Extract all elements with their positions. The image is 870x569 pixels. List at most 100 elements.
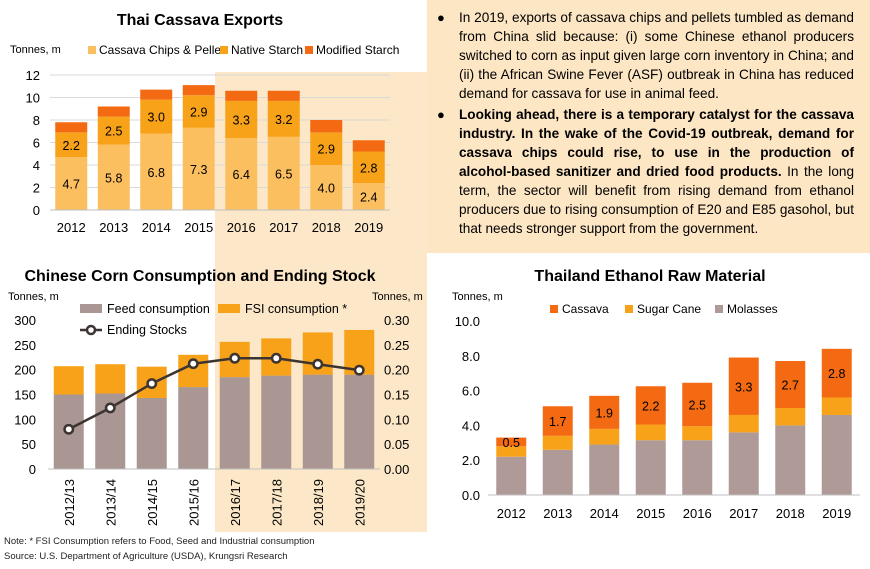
bar-segment: [496, 437, 527, 447]
legend-label: Cassava: [562, 302, 609, 316]
bar-segment: [589, 395, 620, 429]
data-label: 4.0: [318, 182, 335, 196]
x-tick-label: 2016: [683, 506, 712, 521]
legend-swatch: [715, 305, 723, 313]
bar-segment: [310, 132, 343, 165]
y-tick-label: 0: [33, 203, 40, 218]
data-label: 0.5: [503, 436, 520, 450]
chart1-title: Thai Cassava Exports: [116, 12, 284, 29]
x-tick-label: 2016/17: [228, 479, 243, 526]
legend-swatch: [550, 305, 558, 313]
bar-segment: [219, 377, 250, 469]
ending-stocks-point: [146, 378, 158, 390]
bar-segment: [728, 432, 759, 495]
x-tick-label: 2018: [776, 506, 805, 521]
bar-segment: [140, 133, 173, 210]
data-label: 5.8: [105, 171, 122, 185]
ending-stocks-point: [229, 352, 241, 364]
bar-segment: [267, 100, 300, 137]
x-tick-label: 2014: [142, 220, 171, 235]
x-tick-label: 2013/14: [103, 479, 118, 526]
data-label: 2.2: [642, 399, 659, 413]
data-label: 3.0: [148, 111, 165, 125]
bar-segment: [682, 440, 713, 495]
ending-stocks-point: [104, 402, 116, 414]
x-tick-label: 2016: [227, 220, 256, 235]
chart2-title: Chinese Corn Consumption and Ending Stoc…: [24, 268, 376, 285]
legend-marker: [85, 324, 97, 336]
bar-segment: [635, 386, 666, 425]
data-label: 3.2: [275, 113, 292, 127]
chart1-unit-label: Tonnes, m: [10, 44, 61, 56]
data-label: 2.2: [63, 139, 80, 153]
bar-segment: [97, 144, 130, 210]
bar-segment: [225, 90, 258, 101]
legend-label: Native Starch: [231, 43, 303, 57]
footnote: Note: * FSI Consumption refers to Food, …: [4, 536, 315, 547]
chart2-plot: 0 50 100 150 200 250 300 0.00 0.05 0.10 0.15 0.20 0.…: [14, 302, 409, 526]
chart3-title: Thailand Ethanol Raw Material: [534, 268, 766, 285]
x-tick-label: 2018: [312, 220, 341, 235]
y2-tick-label: 0.20: [384, 363, 409, 378]
data-label: 3.3: [735, 380, 752, 394]
data-label: 6.4: [233, 168, 250, 182]
bullet-2-text: In the long term, the sector will benefi…: [459, 164, 855, 236]
bar-segment: [182, 85, 215, 96]
x-tick-label: 2012/13: [62, 479, 77, 526]
y2-tick-label: 0.25: [384, 338, 409, 353]
bar-segment: [178, 387, 209, 469]
y-tick-label: 4: [33, 158, 40, 173]
x-tick-label: 2017/18: [269, 479, 284, 526]
bar-segment: [589, 444, 620, 495]
x-tick-label: 2014: [590, 506, 619, 521]
bullet-dot-icon: ●: [437, 107, 445, 122]
y2-tick-label: 0.05: [384, 437, 409, 452]
data-label: 2.4: [360, 191, 377, 205]
x-tick-label: 2015: [636, 506, 665, 521]
source-note: Source: U.S. Department of Agriculture (…: [4, 551, 288, 562]
bar-segment: [182, 95, 215, 128]
bar-segment: [542, 406, 573, 436]
bar-segment: [728, 414, 759, 433]
bar-segment: [310, 165, 343, 210]
data-label: 2.5: [689, 399, 706, 413]
chart3-plot: 0.0 2.0 4.0 6.0 8.0 10.0 0.5 2012 1.7 2013 1.9 2014…: [455, 302, 860, 521]
bar-segment: [589, 428, 620, 445]
bar-segment: [97, 106, 130, 117]
legend-swatch: [88, 46, 96, 54]
y-tick-label: 0: [29, 462, 36, 477]
bar-segment: [136, 397, 167, 469]
bar-segment: [344, 374, 375, 469]
ending-stocks-point: [270, 352, 282, 364]
bar-segment: [55, 157, 88, 210]
y-tick-label: 10: [26, 91, 40, 106]
bar-segment: [310, 120, 343, 133]
bar-segment: [352, 151, 385, 183]
y-tick-label: 6: [33, 136, 40, 151]
bar-segment: [682, 382, 713, 427]
bullet-dot-icon: ●: [437, 10, 445, 25]
y-tick-label: 8.0: [462, 349, 480, 364]
data-label: 4.7: [63, 178, 80, 192]
bar-segment: [55, 122, 88, 133]
bar-segment: [775, 361, 806, 408]
legend-swatch: [625, 305, 633, 313]
y-tick-label: 100: [14, 412, 36, 427]
x-tick-label: 2015/16: [186, 479, 201, 526]
bar-segment: [352, 140, 385, 152]
ending-stocks-point: [312, 358, 324, 370]
y-tick-label: 10.0: [455, 314, 480, 329]
y-tick-label: 50: [22, 437, 36, 452]
x-tick-label: 2019: [822, 506, 851, 521]
x-tick-label: 2018/19: [311, 479, 326, 526]
ending-stocks-point: [63, 423, 75, 435]
data-label: 6.8: [148, 166, 165, 180]
x-tick-label: 2019: [354, 220, 383, 235]
bar-segment: [261, 375, 292, 469]
data-label: 2.9: [190, 106, 207, 120]
bar-segment: [775, 408, 806, 426]
y-tick-label: 250: [14, 338, 36, 353]
y-tick-label: 6.0: [462, 384, 480, 399]
chart2-unit-label-left: Tonnes, m: [8, 291, 59, 303]
y-tick-label: 150: [14, 388, 36, 403]
